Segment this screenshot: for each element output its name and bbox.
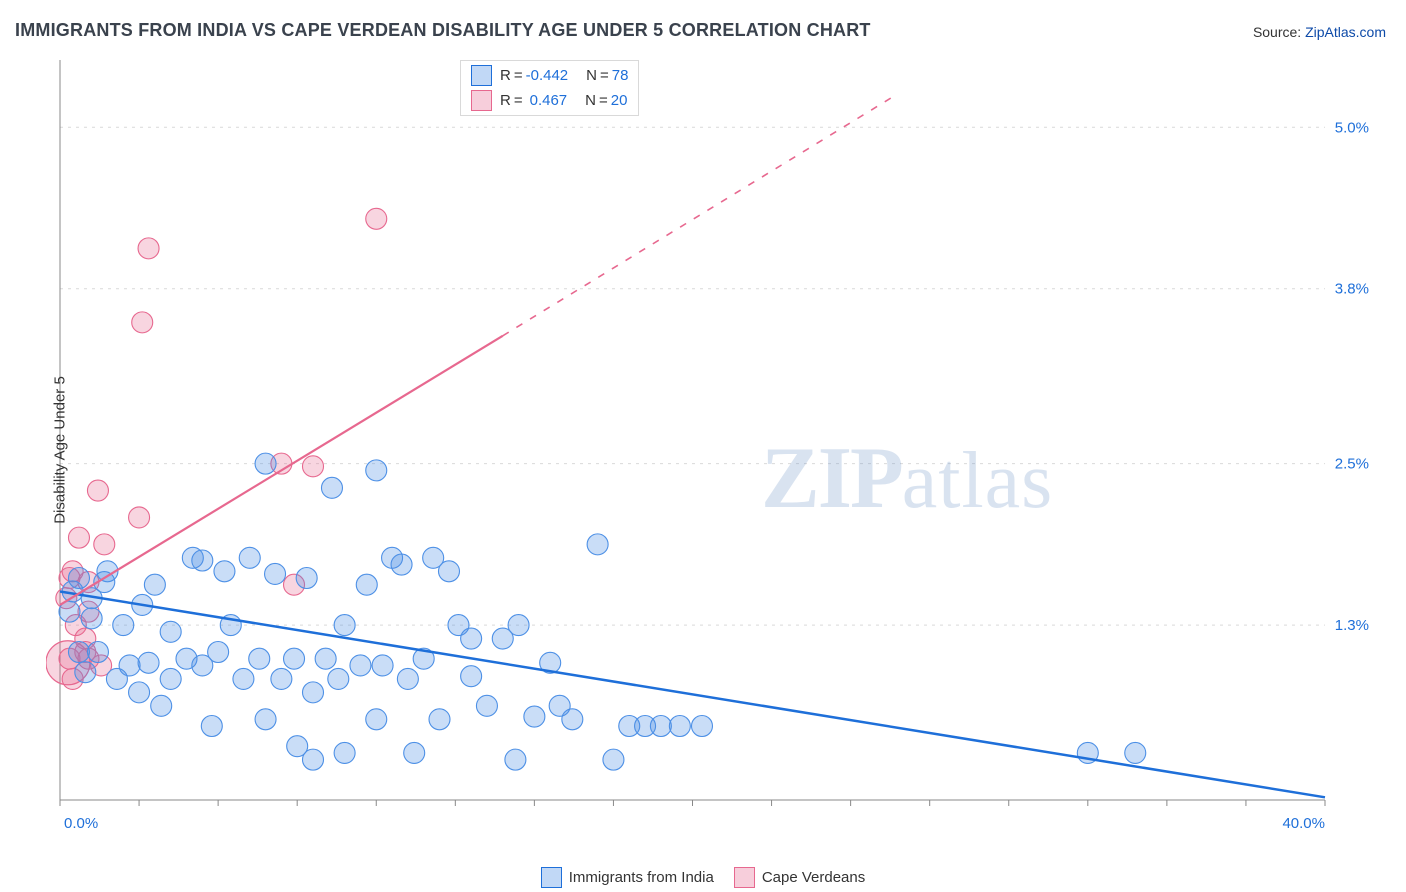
- eq-icon: =: [600, 67, 609, 84]
- eq-icon: =: [514, 67, 523, 84]
- svg-text:2.5%: 2.5%: [1335, 456, 1369, 473]
- legend-item-cape: Cape Verdeans: [734, 867, 865, 888]
- eq-icon: =: [514, 92, 523, 109]
- chart-plot-area: Disability Age Under 5 0.0% 40.0% 1.3% 2.5%…: [46, 60, 1381, 840]
- r-stat-india: R=-0.442: [500, 67, 568, 84]
- swatch-pink-icon: [734, 867, 755, 888]
- source-link[interactable]: ZipAtlas.com: [1305, 24, 1386, 40]
- y-axis-label: Disability Age Under 5: [52, 376, 69, 524]
- n-value-cape: 20: [611, 92, 628, 109]
- n-stat-cape: N=20: [585, 92, 627, 109]
- n-value-india: 78: [612, 67, 629, 84]
- source-attribution: Source: ZipAtlas.com: [1253, 24, 1386, 40]
- r-value-cape: 0.467: [530, 92, 568, 109]
- n-label: N: [585, 92, 596, 109]
- swatch-blue-icon: [541, 867, 562, 888]
- legend-label-india: Immigrants from India: [569, 869, 714, 886]
- svg-text:0.0%: 0.0%: [64, 815, 98, 832]
- legend-label-cape: Cape Verdeans: [762, 869, 865, 886]
- svg-text:1.3%: 1.3%: [1335, 617, 1369, 634]
- correlation-legend: R=-0.442 N=78 R=0.467 N=20: [460, 60, 639, 116]
- r-stat-cape: R= 0.467: [500, 92, 567, 109]
- n-stat-india: N=78: [586, 67, 628, 84]
- chart-svg: 0.0% 40.0% 1.3% 2.5% 3.8% 5.0%: [46, 60, 1381, 840]
- swatch-blue-icon: [471, 65, 492, 86]
- r-value-india: -0.442: [526, 67, 569, 84]
- svg-text:5.0%: 5.0%: [1335, 119, 1369, 136]
- chart-title: IMMIGRANTS FROM INDIA VS CAPE VERDEAN DI…: [15, 20, 871, 41]
- swatch-pink-icon: [471, 90, 492, 111]
- legend-row-india: R=-0.442 N=78: [471, 63, 628, 88]
- eq-icon: =: [599, 92, 608, 109]
- r-label: R: [500, 67, 511, 84]
- n-label: N: [586, 67, 597, 84]
- svg-text:40.0%: 40.0%: [1282, 815, 1325, 832]
- series-legend: Immigrants from India Cape Verdeans: [0, 867, 1406, 888]
- source-label: Source:: [1253, 24, 1301, 40]
- legend-row-cape: R=0.467 N=20: [471, 88, 628, 113]
- legend-item-india: Immigrants from India: [541, 867, 714, 888]
- svg-text:3.8%: 3.8%: [1335, 281, 1369, 298]
- r-label: R: [500, 92, 511, 109]
